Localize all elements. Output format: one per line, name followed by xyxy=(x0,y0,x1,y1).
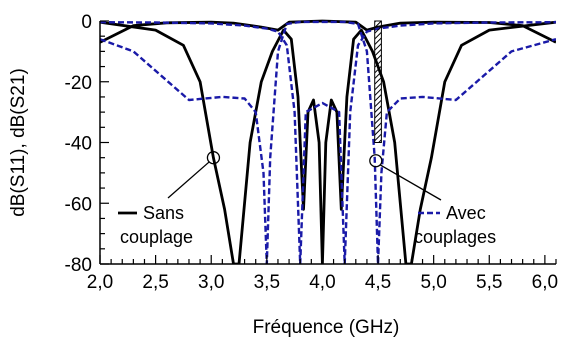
legend-label-couplage: couplage xyxy=(120,227,193,247)
legend-sans-couplage: Sans couplage xyxy=(118,203,193,247)
axes: 2,0 2,5 3,0 3,5 4,0 4,5 5,0 5,5 6,0 0 -20 -40 -60 -80 xyxy=(65,12,559,293)
leader-line-avec xyxy=(379,164,442,201)
series-layer xyxy=(100,19,556,264)
annotation-layer xyxy=(167,20,442,201)
legend-avec-couplages: Avec couplages xyxy=(414,203,496,247)
hatched-band xyxy=(374,20,382,143)
x-tick-label: 2,0 xyxy=(87,272,113,293)
leader-line-sans xyxy=(167,161,210,199)
series-line-3 xyxy=(100,21,556,264)
x-tick-label: 4,5 xyxy=(365,272,391,293)
x-tick-label: 3,0 xyxy=(198,272,224,293)
annotation-circle-1 xyxy=(369,154,383,168)
y-axis-label: dB(S11), dB(S21) xyxy=(8,68,29,217)
y-tick-label: -40 xyxy=(65,134,92,155)
legend-label-avec: Avec xyxy=(446,203,486,223)
x-axis-label: Fréquence (GHz) xyxy=(253,317,400,338)
y-tick-label: -80 xyxy=(65,255,92,276)
annotation-circle-0 xyxy=(206,151,221,165)
series-line-2 xyxy=(100,20,556,264)
x-tick-label: 4,0 xyxy=(309,272,335,293)
x-tick-label: 2,5 xyxy=(142,272,168,293)
x-tick-label: 5,5 xyxy=(476,272,502,293)
y-tick-label: 0 xyxy=(81,12,92,33)
y-tick-label: -20 xyxy=(65,73,92,94)
legend-label-sans: Sans xyxy=(143,203,184,223)
x-tick-label: 3,5 xyxy=(254,272,280,293)
legend-label-couplages: couplages xyxy=(414,227,496,247)
x-tick-label: 6,0 xyxy=(532,272,558,293)
y-tick-label: -60 xyxy=(65,194,92,215)
x-tick-label: 5,0 xyxy=(420,272,446,293)
